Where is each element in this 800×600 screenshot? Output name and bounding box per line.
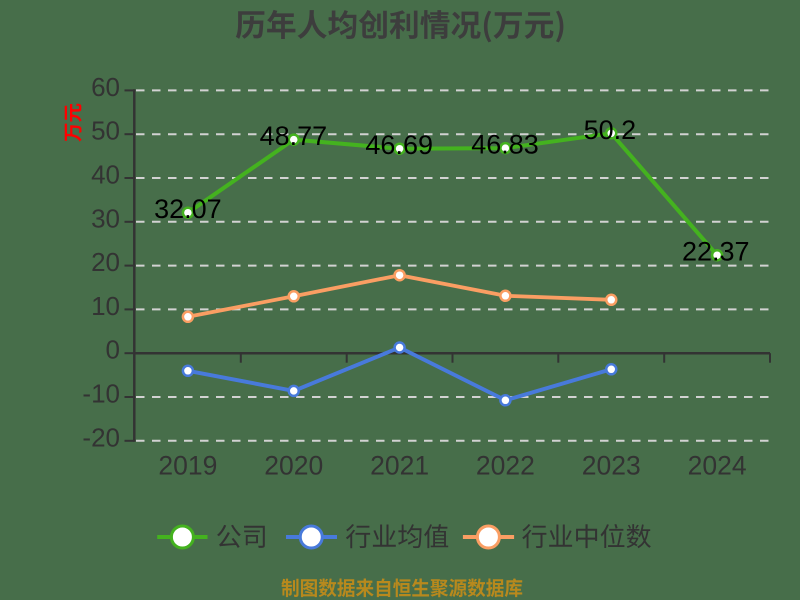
svg-text:46.83: 46.83 bbox=[471, 130, 539, 160]
svg-text:40: 40 bbox=[91, 160, 120, 190]
svg-text:-20: -20 bbox=[82, 422, 120, 452]
svg-text:50: 50 bbox=[91, 116, 120, 146]
svg-text:50.2: 50.2 bbox=[584, 115, 637, 145]
svg-text:46.69: 46.69 bbox=[365, 130, 433, 160]
svg-text:0: 0 bbox=[106, 335, 120, 365]
svg-text:2024: 2024 bbox=[688, 451, 747, 481]
svg-text:30: 30 bbox=[91, 203, 120, 233]
svg-text:2021: 2021 bbox=[370, 451, 429, 481]
svg-text:10: 10 bbox=[91, 291, 120, 321]
svg-text:60: 60 bbox=[91, 72, 120, 102]
svg-text:2022: 2022 bbox=[476, 451, 535, 481]
svg-text:2023: 2023 bbox=[582, 451, 641, 481]
svg-text:32.07: 32.07 bbox=[154, 194, 222, 224]
svg-text:22.37: 22.37 bbox=[682, 237, 750, 267]
svg-text:48.77: 48.77 bbox=[260, 121, 328, 151]
svg-text:2020: 2020 bbox=[264, 451, 323, 481]
svg-text:20: 20 bbox=[91, 247, 120, 277]
svg-text:-10: -10 bbox=[82, 379, 120, 409]
svg-text:2019: 2019 bbox=[158, 451, 217, 481]
